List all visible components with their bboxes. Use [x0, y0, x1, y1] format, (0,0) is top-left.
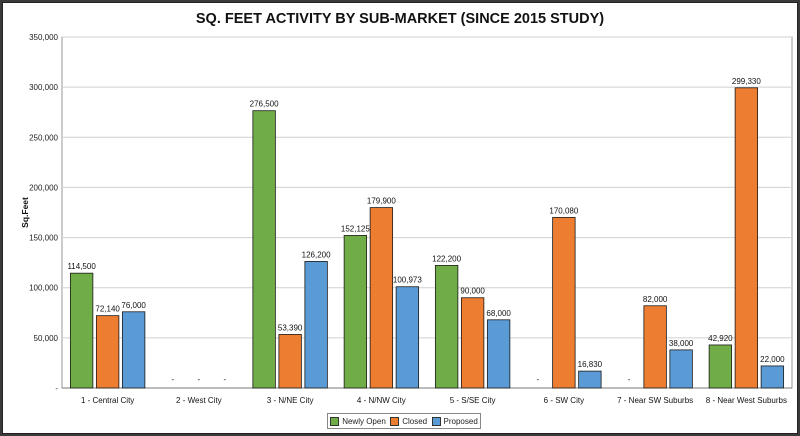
- data-label: -: [628, 375, 631, 384]
- bar-proposed: [760, 365, 785, 389]
- data-label: 72,140: [95, 305, 120, 314]
- legend-label-closed: Closed: [402, 416, 428, 426]
- bar-newly-open: [708, 344, 733, 389]
- data-label: -: [172, 375, 175, 384]
- x-category-label: 7 - Near SW Suburbs: [617, 396, 693, 405]
- bar-proposed: [578, 370, 602, 389]
- y-tick-label: 50,000: [34, 334, 59, 343]
- bar-proposed: [486, 319, 511, 389]
- data-label: 276,500: [250, 100, 279, 109]
- bar-closed: [552, 217, 576, 389]
- y-tick-label: 250,000: [29, 133, 58, 142]
- data-label: 100,973: [393, 276, 422, 285]
- bar-closed: [278, 334, 302, 389]
- data-label: 38,000: [669, 339, 694, 348]
- y-tick-label: 350,000: [29, 33, 58, 42]
- x-category-label: 6 - SW City: [544, 396, 584, 405]
- x-category-label: 5 - S/SE City: [450, 396, 496, 405]
- bar-closed: [734, 87, 759, 389]
- bar-proposed: [395, 286, 420, 389]
- legend-label-newly-open: Newly Open: [342, 416, 386, 426]
- y-tick-label: 100,000: [29, 284, 58, 293]
- data-label: 42,920: [708, 334, 733, 343]
- data-label: 299,330: [732, 77, 761, 86]
- data-label: -: [198, 375, 201, 384]
- legend-item-proposed: Proposed: [431, 416, 478, 426]
- bar-newly-open: [434, 265, 459, 389]
- data-label: 126,200: [302, 250, 331, 259]
- data-label: 90,000: [460, 287, 485, 296]
- bar-newly-open: [69, 272, 94, 389]
- bar-proposed: [304, 261, 328, 389]
- data-label: 22,000: [760, 355, 785, 364]
- y-tick-label: 150,000: [29, 234, 58, 243]
- x-category-label: 1 - Central City: [81, 396, 134, 405]
- legend-swatch-proposed: [431, 416, 441, 426]
- bar-closed: [369, 207, 394, 389]
- bar-newly-open: [252, 110, 276, 389]
- x-category-label: 4 - N/NW City: [357, 396, 406, 405]
- legend-label-proposed: Proposed: [443, 416, 478, 426]
- data-label: 76,000: [121, 301, 146, 310]
- bar-proposed: [669, 349, 693, 389]
- legend-item-closed: Closed: [390, 416, 428, 426]
- legend-item-newly-open: Newly Open: [330, 416, 386, 426]
- x-category-label: 3 - N/NE City: [267, 396, 314, 405]
- bar-proposed: [121, 311, 146, 389]
- data-label: 53,390: [278, 323, 303, 332]
- plot-area: [61, 36, 793, 389]
- data-label: 68,000: [486, 309, 511, 318]
- bar-closed: [95, 315, 120, 389]
- data-label: 170,080: [549, 206, 578, 215]
- y-axis-title: Sq.Feet: [20, 197, 30, 228]
- data-label: 114,500: [67, 262, 96, 271]
- x-category-label: 2 - West City: [176, 396, 222, 405]
- data-label: 16,830: [578, 360, 603, 369]
- y-tick-label: -: [55, 384, 58, 393]
- legend-swatch-newly-open: [330, 416, 340, 426]
- y-tick-label: 300,000: [29, 83, 58, 92]
- data-label: 152,125: [341, 224, 370, 233]
- data-label: 82,000: [643, 295, 668, 304]
- x-category-label: 8 - Near West Suburbs: [706, 396, 787, 405]
- data-label: 122,200: [432, 254, 461, 263]
- bar-closed: [460, 297, 485, 389]
- data-label: -: [224, 375, 227, 384]
- chart-title: SQ. FEET ACTIVITY BY SUB-MARKET (SINCE 2…: [195, 11, 605, 27]
- bar-newly-open: [343, 235, 368, 389]
- legend: Newly Open Closed Proposed: [327, 413, 481, 429]
- y-tick-label: 200,000: [29, 183, 58, 192]
- data-label: -: [537, 375, 540, 384]
- legend-swatch-closed: [390, 416, 400, 426]
- bar-closed: [643, 305, 667, 389]
- data-label: 179,900: [367, 197, 396, 206]
